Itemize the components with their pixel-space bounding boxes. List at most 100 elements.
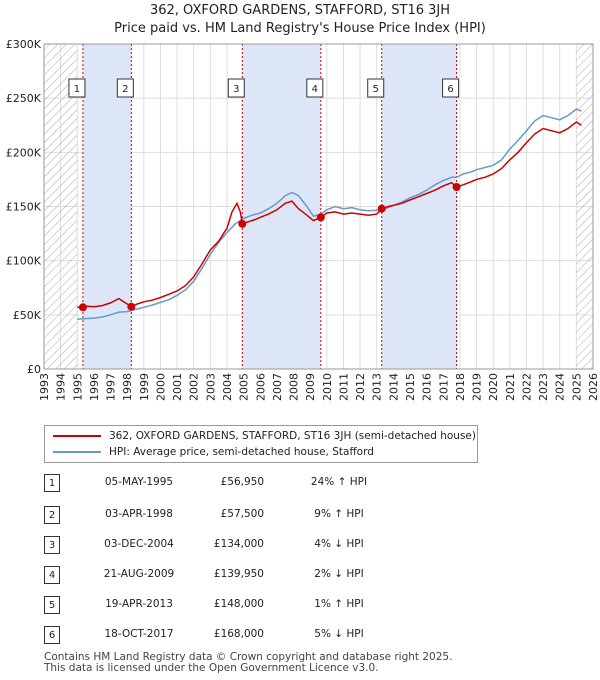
transaction-price: £56,950 — [220, 476, 264, 488]
hpi-series-line — [77, 108, 582, 320]
x-tick-label: 2010 — [321, 373, 334, 401]
sale-number-box — [227, 78, 245, 98]
legend-swatch-hpi — [53, 451, 101, 453]
y-tick-label: £250K — [6, 92, 42, 105]
sale-number-box — [68, 78, 86, 98]
x-tick-label: 2005 — [238, 373, 251, 401]
transaction-date: 19-APR-2013 — [105, 598, 173, 610]
legend: 362, OXFORD GARDENS, STAFFORD, ST16 3JH … — [44, 425, 478, 463]
sale-number-label: 1 — [74, 84, 80, 95]
footer-copyright: Contains HM Land Registry data © Crown c… — [44, 651, 453, 663]
x-tick-label: 2007 — [271, 373, 284, 401]
y-tick-label: £300K — [6, 38, 42, 51]
sale-number-label: 3 — [233, 84, 239, 95]
x-tick-label: 2015 — [404, 373, 417, 401]
transaction-number: 1 — [44, 474, 60, 492]
x-tick-label: 1999 — [138, 373, 151, 401]
price-chart: 1 2 3 4 5 6 £0 £50K £100K £150K £200K £250K £300K 199… — [6, 38, 600, 401]
transaction-number: 6 — [44, 626, 60, 644]
transaction-date: 18-OCT-2017 — [104, 628, 174, 640]
transaction-price: £134,000 — [213, 538, 264, 550]
x-tick-label: 2008 — [288, 373, 301, 401]
hatched-region — [576, 44, 593, 369]
transaction-hpi: 9% ↑ HPI — [314, 508, 364, 520]
legend-label-hpi: HPI: Average price, semi-detached house,… — [109, 446, 374, 458]
transaction-price: £139,950 — [213, 568, 264, 580]
x-tick-label: 2011 — [337, 373, 350, 401]
x-tick-label: 2019 — [471, 373, 484, 401]
x-tick-label: 2022 — [520, 373, 533, 401]
transaction-price: £57,500 — [220, 508, 264, 520]
x-tick-label: 2025 — [570, 373, 583, 401]
x-tick-label: 2018 — [454, 373, 467, 401]
transaction-date: 03-DEC-2004 — [104, 538, 174, 550]
table-row: 4 21-AUG-2009 £139,950 2% ↓ HPI — [44, 566, 444, 586]
table-row: 3 03-DEC-2004 £134,000 4% ↓ HPI — [44, 536, 444, 556]
x-tick-label: 2004 — [221, 373, 234, 401]
sale-number-box — [116, 78, 134, 98]
sale-point — [238, 219, 247, 228]
x-tick-label: 1996 — [88, 373, 101, 401]
transaction-number: 4 — [44, 566, 60, 584]
x-tick-label: 1994 — [55, 373, 68, 401]
table-row: 1 05-MAY-1995 £56,950 24% ↑ HPI — [44, 474, 444, 494]
x-tick-label: 2020 — [487, 373, 500, 401]
x-tick-label: 1997 — [105, 373, 118, 401]
table-row: 6 18-OCT-2017 £168,000 5% ↓ HPI — [44, 626, 444, 646]
sale-point — [127, 302, 136, 311]
y-tick-label: £0 — [27, 363, 41, 376]
hatched-region — [44, 44, 78, 369]
sale-number-box — [442, 78, 460, 98]
sale-number-label: 6 — [447, 84, 453, 95]
sale-number-label: 2 — [122, 84, 128, 95]
x-tick-label: 2003 — [204, 373, 217, 401]
sale-number-box — [367, 78, 385, 98]
shaded-region — [82, 44, 132, 369]
chart-subtitle: Price paid vs. HM Land Registry's House … — [114, 21, 486, 36]
transaction-hpi: 24% ↑ HPI — [310, 476, 368, 488]
transaction-number: 2 — [44, 506, 60, 524]
x-tick-label: 2002 — [188, 373, 201, 401]
y-tick-label: £150K — [6, 201, 42, 214]
legend-item-price: 362, OXFORD GARDENS, STAFFORD, ST16 3JH … — [53, 428, 476, 444]
sale-point — [78, 303, 87, 312]
sale-point — [452, 183, 461, 191]
transaction-price: £168,000 — [213, 628, 264, 640]
footer-licence: This data is licensed under the Open Gov… — [44, 662, 379, 674]
plot-area-border — [43, 43, 594, 370]
x-tick-label: 2016 — [421, 373, 434, 401]
transaction-hpi: 5% ↓ HPI — [314, 628, 364, 640]
transaction-number: 3 — [44, 536, 60, 554]
transaction-date: 03-APR-1998 — [105, 508, 173, 520]
transaction-hpi: 2% ↓ HPI — [314, 568, 364, 580]
x-tick-label: 1998 — [121, 373, 134, 401]
x-tick-label: 2026 — [587, 373, 600, 401]
x-tick-label: 2001 — [171, 373, 184, 401]
transaction-hpi: 1% ↑ HPI — [314, 598, 364, 610]
transaction-date: 05-MAY-1995 — [104, 476, 174, 488]
y-tick-label: £50K — [13, 309, 42, 322]
legend-item-hpi: HPI: Average price, semi-detached house,… — [53, 444, 374, 460]
footer: Contains HM Land Registry data © Crown c… — [44, 652, 452, 674]
sale-number-box — [306, 78, 324, 98]
transaction-hpi: 4% ↓ HPI — [314, 538, 364, 550]
x-tick-label: 2017 — [437, 373, 450, 401]
x-tick-label: 1993 — [38, 373, 51, 401]
sale-point — [377, 204, 386, 213]
transaction-number: 5 — [44, 596, 60, 614]
sale-number-label: 5 — [373, 84, 379, 95]
x-tick-label: 2024 — [554, 373, 567, 401]
transaction-price: £148,000 — [213, 598, 264, 610]
legend-label-price: 362, OXFORD GARDENS, STAFFORD, ST16 3JH … — [109, 430, 476, 442]
sale-point — [316, 213, 325, 222]
price-series-line — [77, 121, 582, 309]
x-tick-label: 2021 — [504, 373, 517, 401]
shaded-region — [381, 44, 457, 369]
sale-number-label: 4 — [312, 84, 318, 95]
x-tick-label: 2013 — [371, 373, 384, 401]
x-tick-label: 2014 — [387, 373, 400, 401]
transaction-date: 21-AUG-2009 — [103, 568, 175, 580]
table-row: 2 03-APR-1998 £57,500 9% ↑ HPI — [44, 506, 444, 526]
x-tick-label: 2000 — [154, 373, 167, 401]
y-tick-label: £100K — [6, 255, 42, 268]
